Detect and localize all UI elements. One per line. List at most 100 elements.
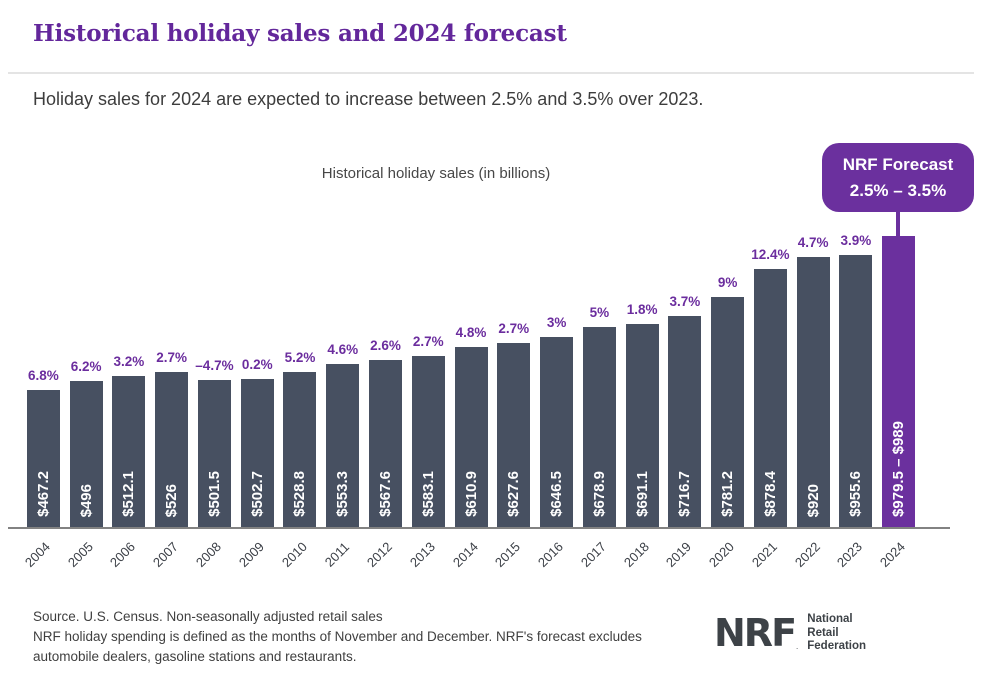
bar-value-label-2007: $526 (163, 483, 181, 517)
bar-value-label-2020: $781.2 (719, 471, 737, 517)
bar-2004: $467.2 (26, 389, 60, 527)
bar-value-label-2008: $501.5 (205, 471, 223, 517)
bar-value-label-2004: $467.2 (34, 471, 52, 517)
bar-value-label-2023: $955.6 (847, 471, 865, 517)
bar-value-label-2019: $716.7 (676, 471, 694, 517)
pct-change-label-2015: 2.7% (498, 320, 530, 336)
x-label-2024: 2024 (877, 538, 909, 571)
x-label-slot-2012: 2012 (364, 533, 407, 588)
bar-value-wrap-2022: $920 (797, 484, 830, 517)
bar-value-label-2016: $646.5 (548, 471, 566, 517)
bar-2009: $502.7 (240, 379, 274, 527)
x-label-slot-2021: 2021 (749, 533, 792, 588)
pct-change-label-2010: 5.2% (284, 349, 316, 365)
x-label-2022: 2022 (791, 538, 823, 571)
x-label-slot-2016: 2016 (535, 533, 578, 588)
x-label-slot-2023: 2023 (834, 533, 878, 588)
nrf-logo-acronym: NRF (714, 611, 797, 656)
x-label-2008: 2008 (192, 538, 224, 571)
bar-value-wrap-2004: $467.2 (27, 471, 60, 517)
x-label-2013: 2013 (406, 538, 438, 571)
bar-2013: $583.1 (411, 355, 445, 527)
bar-value-label-2015: $627.6 (505, 471, 523, 517)
bar-slot-2016: 3% $646.5 (535, 233, 578, 527)
x-label-2010: 2010 (278, 538, 310, 571)
pct-change-label-2016: 3% (546, 314, 567, 330)
bar-2017: $678.9 (582, 327, 616, 527)
bar-value-wrap-2009: $502.7 (241, 471, 274, 517)
pct-change-label-2013: 2.7% (412, 333, 444, 349)
bar-value-wrap-2021: $878.4 (754, 471, 787, 517)
pct-change-label-2012: 2.6% (370, 338, 401, 354)
pct-change-label-2019: 3.7% (669, 294, 701, 310)
x-label-slot-2006: 2006 (107, 533, 151, 588)
x-label-2021: 2021 (748, 538, 780, 571)
bar-slot-2017: 5% $678.9 (578, 233, 621, 527)
bar-value-wrap-2006: $512.1 (112, 471, 145, 517)
bar-slot-2015: 2.7% $627.6 (492, 233, 535, 527)
bar-slot-2013: 2.7% $583.1 (407, 233, 450, 527)
x-label-slot-2022: 2022 (792, 533, 835, 588)
bar-value-label-2024: $979.5 – $989 (890, 421, 908, 517)
bar-slot-2018: 1.8% $691.1 (621, 233, 664, 527)
callout-connector-line (896, 211, 900, 238)
x-label-2009: 2009 (235, 538, 267, 571)
bar-slot-2008: –4.7% $501.5 (193, 233, 236, 527)
bar-value-wrap-2013: $583.1 (412, 471, 445, 517)
bar-value-wrap-2011: $553.3 (326, 471, 359, 517)
forecast-bar-2024: $979.5 – $989 (882, 236, 916, 527)
x-label-slot-2019: 2019 (663, 533, 706, 588)
pct-change-label-2005: 6.2% (70, 359, 102, 375)
nrf-forecast-callout: NRF Forecast 2.5% – 3.5% (822, 143, 974, 212)
x-label-slot-2010: 2010 (278, 533, 322, 588)
x-label-slot-2018: 2018 (621, 533, 664, 588)
bar-value-label-2013: $583.1 (419, 471, 437, 517)
bar-slot-2024: $979.5 – $989 (877, 233, 920, 527)
x-label-slot-2024: 2024 (877, 533, 920, 588)
pct-change-label-2018: 1.8% (626, 301, 658, 317)
bar-value-wrap-2015: $627.6 (497, 471, 530, 517)
bar-value-wrap-2024: $979.5 – $989 (882, 421, 915, 517)
bar-2019: $716.7 (668, 316, 702, 527)
x-label-2012: 2012 (363, 538, 396, 571)
pct-change-label-2008: –4.7% (195, 357, 234, 373)
bar-2010: $528.8 (283, 371, 317, 527)
nrf-logo-reg-mark: . (796, 641, 799, 651)
bar-slot-2005: 6.2% $496 (65, 233, 108, 527)
bar-2007: $526 (155, 372, 189, 527)
pct-change-label-2020: 9% (717, 275, 738, 291)
pct-change-label-2021: 12.4% (751, 246, 790, 262)
x-label-2006: 2006 (107, 538, 139, 571)
pct-change-label-2009: 0.2% (241, 357, 273, 373)
page-subtitle: Holiday sales for 2024 are expected to i… (33, 89, 704, 109)
bar-value-label-2014: $610.9 (462, 471, 480, 517)
bar-value-wrap-2012: $567.6 (369, 471, 402, 517)
logo-text-line-1: National (807, 613, 853, 625)
x-label-slot-2013: 2013 (407, 533, 450, 588)
bar-2014: $610.9 (454, 347, 488, 527)
pct-change-label-2017: 5% (589, 305, 610, 321)
bar-slot-2012: 2.6% $567.6 (364, 233, 407, 527)
callout-line2: 2.5% – 3.5% (849, 180, 947, 200)
header-divider (8, 72, 974, 74)
page-title: Historical holiday sales and 2024 foreca… (33, 20, 567, 47)
x-label-slot-2014: 2014 (450, 533, 493, 588)
bar-value-label-2005: $496 (77, 483, 95, 517)
x-label-2004: 2004 (21, 538, 53, 571)
bar-slot-2022: 4.7% $920 (792, 233, 835, 527)
bar-value-wrap-2018: $691.1 (626, 471, 659, 517)
bar-2020: $781.2 (711, 297, 745, 527)
nrf-logo: NRF . National Retail Federation (714, 613, 866, 654)
bar-2023: $955.6 (839, 255, 873, 527)
bar-value-label-2017: $678.9 (590, 471, 608, 517)
pct-change-label-2014: 4.8% (455, 325, 487, 341)
plot-area: 6.8% $467.2 6.2% $496 3.2% $512.1 2.7% $526 –4.7… (8, 233, 950, 529)
x-label-slot-2005: 2005 (65, 533, 108, 588)
bar-2006: $512.1 (112, 376, 146, 527)
bar-value-label-2012: $567.6 (377, 471, 394, 517)
bar-2012: $567.6 (369, 360, 402, 527)
pct-change-label-2007: 2.7% (156, 350, 188, 366)
bar-slot-2009: 0.2% $502.7 (236, 233, 279, 527)
bar-value-label-2022: $920 (804, 483, 822, 517)
